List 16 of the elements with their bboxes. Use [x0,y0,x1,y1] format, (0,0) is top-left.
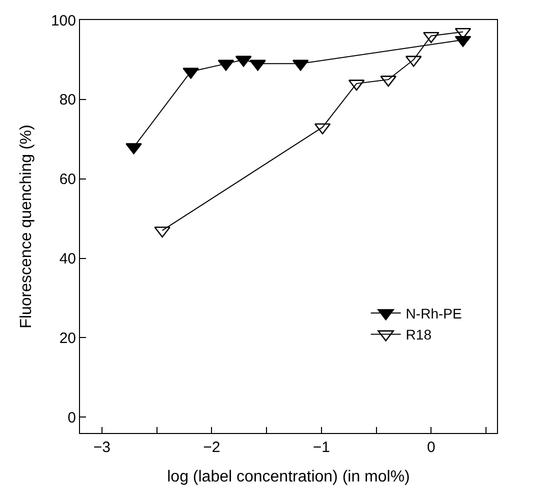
x-tick-label: −3 [93,439,111,456]
legend-label: R18 [406,326,432,343]
y-tick-label: 0 [68,409,76,426]
x-tick-label: −2 [203,439,220,456]
legend-label: N-Rh-PE [406,305,462,322]
y-axis-title: Fluorescence quenching (%) [18,124,35,328]
y-tick-label: 20 [59,330,76,347]
point [423,32,440,44]
y-tick-label: 60 [59,171,76,188]
x-tick-label: −1 [312,439,330,456]
y-tick-label: 40 [59,250,76,268]
x-tick-label: 0 [426,439,436,456]
y-tick-label: 100 [50,12,76,30]
point [454,36,472,48]
x-axis-title: log (label concentration) (in mol%) [167,468,410,486]
y-tick-label: 80 [59,92,76,109]
